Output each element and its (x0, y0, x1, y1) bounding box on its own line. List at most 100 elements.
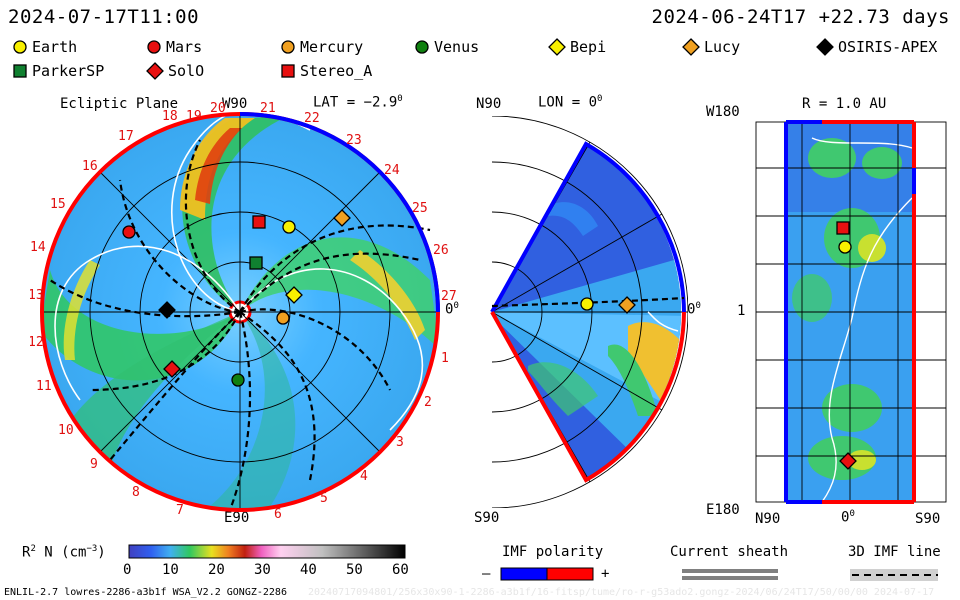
colorbar-label-sup: 2 (30, 544, 36, 554)
imf-line-symbol (850, 569, 938, 581)
solo-diamond-icon (146, 62, 164, 80)
legend-label: Bepi (570, 38, 607, 56)
legend-label: SolO (168, 62, 205, 80)
sector-boundaries (54, 109, 424, 431)
meridional-sector-boundary (647, 311, 679, 332)
colorbar-label-exp: −3 (86, 544, 98, 554)
carrington-label: 18 (162, 109, 178, 124)
colorbar-label-end: ) (97, 544, 106, 561)
legend-label: Earth (32, 38, 78, 56)
synoptic-radius-label: R = 1.0 AU (802, 96, 887, 112)
density-colorbar (128, 544, 406, 559)
carrington-label: 26 (433, 243, 449, 258)
carrington-label: 14 (30, 240, 46, 255)
legend-label: Venus (434, 38, 480, 56)
carrington-label: 8 (132, 485, 140, 500)
colorbar-label-rest: N (cm (35, 544, 87, 561)
osiris-apex-diamond-icon (816, 38, 834, 56)
carrington-label: 27 (441, 289, 457, 304)
carrington-label: 15 (50, 197, 66, 212)
current-sheath-symbol (682, 569, 778, 580)
carrington-label: 11 (36, 379, 52, 394)
legend-earth: Earth (12, 38, 77, 56)
colorbar-label-r: R (22, 544, 31, 561)
legend-mercury: Mercury (280, 38, 363, 56)
carrington-label: 16 (82, 159, 98, 174)
legend-label: Mars (166, 38, 203, 56)
x-zero: 0 (841, 509, 850, 526)
ecliptic-objects (122, 209, 351, 387)
colorbar-tick: 30 (254, 562, 271, 578)
imf-line-title: 3D IMF line (848, 544, 941, 560)
lon-degree: 0 (597, 94, 603, 104)
lucy-marker (333, 209, 351, 227)
legend-label: Lucy (704, 38, 741, 56)
venus-circle-icon (415, 40, 429, 54)
mars-circle-icon (147, 40, 161, 54)
ecliptic-right-label: 00 (445, 301, 459, 318)
meridional-right-label: 00 (687, 301, 701, 318)
lat-value: LAT = −2.9 (313, 94, 398, 111)
meridional-plane-plot (490, 116, 688, 508)
bepi-diamond-icon (548, 38, 566, 56)
synoptic-x-label-zero: 00 (841, 509, 855, 526)
imf-plus-label: + (601, 566, 610, 582)
lon-value: LON = 0 (538, 94, 598, 111)
run-start-time: 2024-06-24T17 +22.73 days (651, 6, 950, 28)
lon-zero: 0 (445, 301, 454, 318)
synoptic-top-left-label: W180 (706, 104, 740, 120)
legend-solo: SolO (146, 62, 204, 80)
imf-field-lines (49, 139, 431, 511)
earth-marker-meridional (580, 297, 594, 311)
ecliptic-plane-plot: 20 21 22 23 24 25 26 27 1 2 3 4 5 6 7 8 … (30, 101, 457, 522)
colorbar-tick: 50 (346, 562, 363, 578)
earth-marker-synoptic (838, 240, 852, 254)
parkersp-square-icon (13, 64, 27, 78)
carrington-label: 6 (274, 507, 282, 522)
carrington-label: 24 (384, 163, 400, 178)
carrington-label: 20 (210, 101, 226, 116)
venus-marker (231, 373, 245, 387)
colorbar-tick: 60 (392, 562, 409, 578)
meridional-lon-label: LON = 00 (538, 94, 602, 111)
lat-zero: 0 (687, 301, 696, 318)
carrington-label: 17 (118, 129, 134, 144)
carrington-label: 25 (412, 201, 428, 216)
carrington-label: 23 (346, 133, 362, 148)
legend-label: ParkerSP (32, 62, 105, 80)
ecliptic-top-label: W90 (222, 96, 248, 112)
synoptic-map-plot (755, 120, 947, 504)
legend-parkersp: ParkerSP (12, 62, 104, 80)
model-info-footer: ENLIL-2.7 lowres-2286-a3b1f WSA_V2.2 GON… (4, 587, 287, 598)
stereo-a-marker-synoptic (836, 221, 850, 235)
legend-label: Mercury (300, 38, 364, 56)
object-legend: Earth Mars Mercury Venus Bepi Lucy OSIRI… (12, 38, 952, 84)
lucy-marker-meridional (618, 296, 636, 314)
parkersp-marker (249, 256, 263, 270)
mercury-circle-icon (281, 40, 295, 54)
synoptic-x-label-n90: N90 (755, 511, 781, 527)
stereo-a-square-icon (281, 64, 295, 78)
mercury-marker (276, 311, 290, 325)
carrington-label: 13 (30, 288, 44, 303)
model-time: 2024-07-17T11:00 (8, 6, 200, 28)
ecliptic-lat-label: LAT = −2.90 (313, 94, 403, 111)
imf-polarity-title: IMF polarity (502, 544, 604, 560)
legend-bepi: Bepi (548, 38, 606, 56)
carrington-label: 22 (304, 111, 320, 126)
synoptic-x-label-s90: S90 (915, 511, 941, 527)
mars-marker (122, 225, 136, 239)
legend-stereo-a: Stereo_A (280, 62, 372, 80)
solo-marker-synoptic (839, 452, 857, 470)
meridional-bottom-label: S90 (474, 510, 500, 526)
carrington-label: 5 (320, 491, 328, 506)
synoptic-bottom-left-label: E180 (706, 502, 740, 518)
ecliptic-bottom-label: E90 (224, 510, 250, 526)
x-zero-degree: 0 (849, 509, 855, 519)
carrington-label: 3 (396, 435, 404, 450)
imf-minus-label: – (482, 566, 491, 582)
legend-lucy: Lucy (682, 38, 740, 56)
current-sheath-title: Current sheath (670, 544, 789, 560)
lat-degree: 0 (397, 94, 403, 104)
carrington-label: 19 (186, 109, 202, 124)
